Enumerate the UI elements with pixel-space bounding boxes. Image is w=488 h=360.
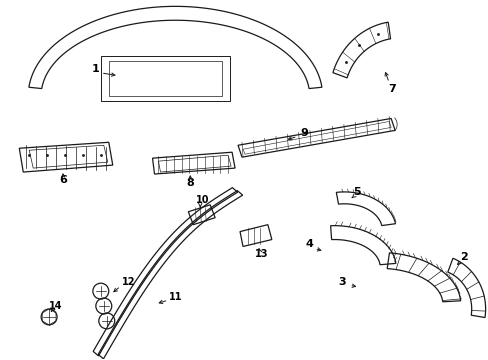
Text: 12: 12 — [122, 277, 135, 287]
Text: 6: 6 — [59, 175, 67, 185]
Text: 11: 11 — [168, 292, 182, 302]
Text: 9: 9 — [300, 129, 308, 138]
Text: 5: 5 — [353, 187, 361, 197]
Text: 7: 7 — [387, 84, 395, 94]
Text: 10: 10 — [195, 195, 208, 205]
Text: 4: 4 — [305, 239, 313, 249]
Text: 2: 2 — [459, 252, 467, 262]
Text: 8: 8 — [186, 178, 194, 188]
Text: 14: 14 — [49, 301, 62, 311]
Text: 13: 13 — [255, 249, 268, 260]
Text: 1: 1 — [92, 64, 100, 74]
Text: 3: 3 — [338, 277, 346, 287]
